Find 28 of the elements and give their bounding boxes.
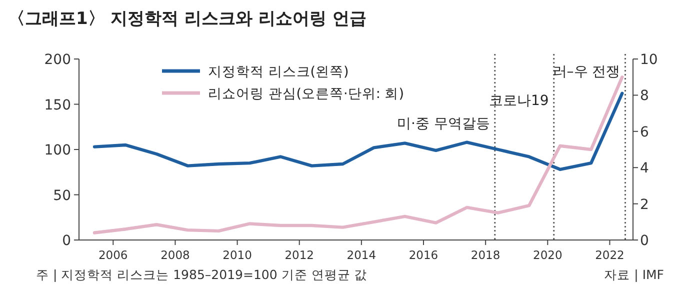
legend-label: 리쇼어링 관심(오른쪽·단위: 회) [208, 86, 404, 102]
y2-tick-label: 2 [640, 196, 649, 213]
x-tick-label: 2008 [160, 248, 190, 262]
ref-label: 코로나19 [489, 93, 549, 109]
y-tick-label: 150 [44, 97, 71, 114]
x-tick-label: 2020 [533, 248, 562, 262]
x-tick-label: 2018 [470, 248, 500, 262]
ref-label: 미·중 무역갈등 [396, 116, 490, 132]
y2-tick-label: 0 [640, 233, 649, 249]
legend-label: 지정학적 리스크(왼쪽) [208, 64, 349, 80]
y2-tick-label: 8 [640, 88, 649, 104]
chart-title: 〈그래프1〉 지정학적 리스크와 리쇼어링 언급 [8, 9, 367, 29]
y2-tick-label: 10 [640, 52, 658, 68]
y-tick-label: 0 [62, 233, 71, 249]
text: 주 | 지정학적 리스크는 1985–2019=100 기준 연평균 값 [36, 267, 368, 282]
y2-tick-label: 4 [640, 160, 649, 177]
ref-label: 러–우 전쟁 [552, 64, 620, 80]
text: 자료 | IMF [604, 267, 664, 282]
y2-tick-label: 6 [640, 124, 649, 140]
y-tick-label: 100 [44, 142, 71, 158]
x-tick-label: 2006 [98, 248, 128, 262]
x-tick-label: 2014 [346, 248, 376, 262]
x-tick-label: 2012 [284, 248, 314, 262]
x-tick-label: 2022 [595, 248, 624, 262]
x-tick-label: 2010 [222, 248, 252, 262]
y-tick-label: 200 [44, 52, 71, 68]
y-tick-label: 50 [53, 188, 71, 204]
x-tick-label: 2016 [408, 248, 438, 262]
